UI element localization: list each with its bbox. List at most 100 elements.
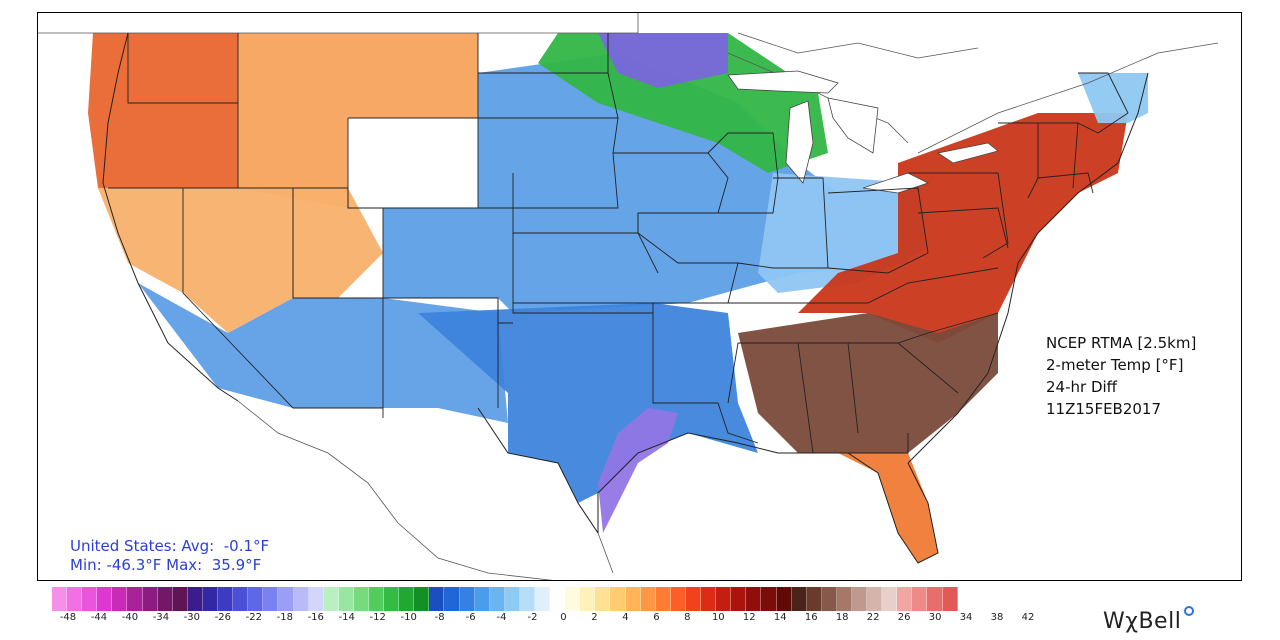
region-florida [838,453,938,563]
color-scale-cell [142,587,158,611]
color-scale-tick-label: 6 [653,612,660,623]
color-scale-cell [187,587,203,611]
color-scale-cell [414,587,430,611]
color-scale-tick-label: -4 [496,612,507,623]
color-scale-cell [580,587,596,611]
region-northern-rockies [238,33,478,208]
color-scale-cell [52,587,68,611]
great-lakes [727,70,999,194]
region-mid-atlantic-northeast [798,113,1128,343]
state-borders [108,33,1129,454]
color-scale-tick-label: 14 [773,612,787,623]
color-scale-cell [912,587,928,611]
color-scale-cell [776,587,792,611]
color-scale-tick-label: -40 [121,612,139,623]
color-scale-tick-label: 16 [804,612,818,623]
color-scale-cell [202,587,219,611]
color-scale-tick-label: -26 [214,612,231,623]
color-scale-tick-label: -18 [276,612,293,623]
weather-map [37,12,1242,581]
color-scale-cell [731,587,747,611]
color-scale-cell [248,587,264,611]
coastlines [102,32,1149,564]
color-scale-cell [263,587,279,611]
stats-min-max: Min: -46.3°F Max: 35.9°F [70,556,262,574]
color-scale-cell [927,587,943,611]
color-scale-cell [323,587,339,611]
color-scale-tick-label: -48 [59,612,77,623]
color-scale-cell [399,587,415,611]
color-scale-cell [836,587,852,611]
color-scale-cell [821,587,837,611]
color-scale-cell [670,587,686,611]
region-southeast [738,313,998,453]
color-scale-tick-label: 8 [684,612,691,623]
region-southwest [138,283,508,423]
color-scale-tick-label: -12 [369,612,386,623]
color-scale-cell [610,587,626,611]
stats-average: United States: Avg: -0.1°F [70,537,270,555]
color-scale-cell [459,587,475,611]
region-great-basin [98,188,383,333]
region-maine [1078,73,1148,123]
color-scale-cell [112,587,128,611]
color-scale-tick-label: -16 [307,612,324,623]
color-scale-cell [157,587,173,611]
color-scale-cell [806,587,822,611]
color-scale-tick-label: 0 [560,612,567,623]
temperature-regions [38,13,1241,580]
color-scale-ticks: -48 -44 -40 -34 -30 -26 -22 -18 -16 -14 -12 -10 -8 -6… [52,612,1052,628]
color-scale-tick-label: 26 [897,612,911,623]
color-scale-cell [897,587,913,611]
color-scale-tick-label: 42 [1021,612,1035,623]
color-scale-cell [535,587,551,611]
region-upper-midwest-green [538,33,828,173]
temperature-difference-map [38,13,1241,580]
color-scale-cell [172,587,188,611]
color-scale-cell [685,587,702,611]
color-scale-tick-label: -6 [465,612,476,623]
color-scale-cell [716,587,732,611]
color-scale-cell [474,587,490,611]
color-scale-tick-label: 34 [959,612,973,623]
color-scale-cell [701,587,717,611]
color-scale-tick-label: -8 [434,612,445,623]
color-scale-bar [52,587,958,611]
color-scale-tick-label: 12 [742,612,756,623]
color-scale-cell [218,587,234,611]
color-scale-tick-label: -10 [400,612,417,623]
color-scale-cell [504,587,520,611]
color-scale-tick-label: 10 [711,612,725,623]
color-scale-cell [127,587,143,611]
color-scale-cell [368,587,385,611]
area-statistics: United States: Avg: -0.1°F Min: -46.3°F … [70,537,269,575]
color-scale-cell [655,587,671,611]
color-scale-cell [233,587,249,611]
color-scale-cell [338,587,354,611]
color-scale-cell [746,587,762,611]
color-scale-cell [942,587,958,611]
color-scale-tick-label: 2 [591,612,598,623]
color-scale-cell [308,587,324,611]
product-valid-time: 11Z15FEB2017 [1046,400,1162,418]
color-scale-cell [353,587,369,611]
color-scale-tick-label: 22 [866,612,880,623]
color-scale-cell [595,587,611,611]
color-scale-tick-label: 18 [835,612,849,623]
color-scale-tick-label: -34 [152,612,170,623]
logo-text: WχBell [1103,609,1182,634]
color-scale-cell [278,587,294,611]
color-scale-cell [489,587,505,611]
product-model: NCEP RTMA [2.5km] [1046,334,1197,352]
product-diff: 24-hr Diff [1046,378,1117,396]
product-info: NCEP RTMA [2.5km] 2-meter Temp [°F] 24-h… [1046,332,1196,420]
color-scale-cell [82,587,98,611]
color-scale-tick-label: -2 [527,612,538,623]
color-scale-cell [640,587,656,611]
color-scale-cell [444,587,460,611]
color-scale-cell [791,587,807,611]
color-scale-cell [97,587,113,611]
region-southern-plains [418,303,758,503]
color-scale-cell [882,587,898,611]
region-pacific-northwest [88,33,238,188]
